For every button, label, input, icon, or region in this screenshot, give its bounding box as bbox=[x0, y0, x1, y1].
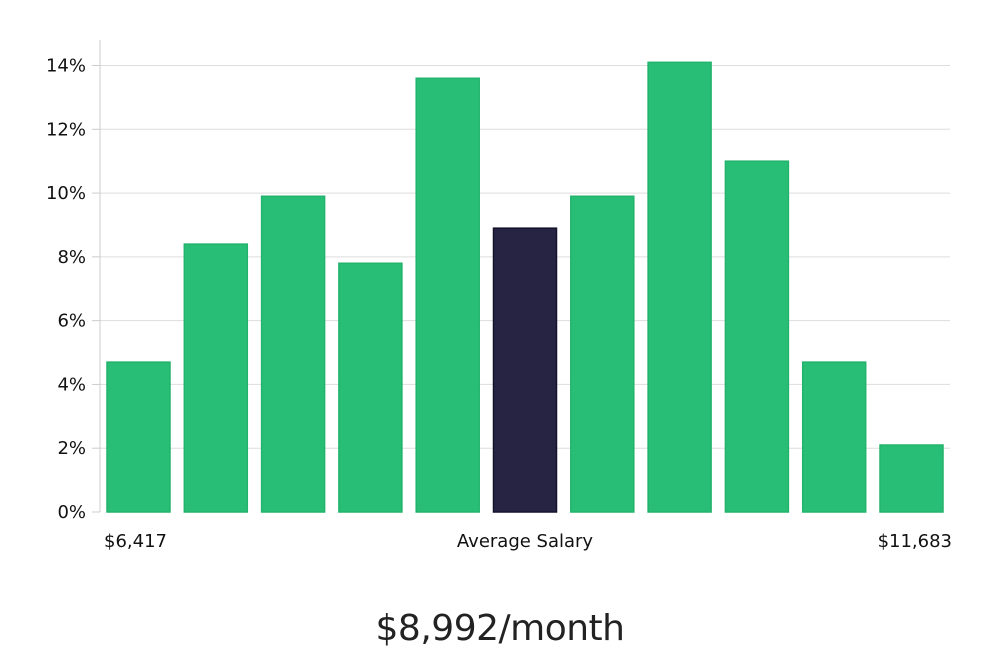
y-tick-label: 10% bbox=[46, 183, 86, 204]
y-tick-label: 12% bbox=[46, 119, 86, 140]
bar bbox=[801, 361, 867, 513]
y-tick-label: 2% bbox=[57, 438, 86, 459]
y-tick-label: 4% bbox=[57, 374, 86, 395]
bar bbox=[106, 361, 171, 513]
bar bbox=[879, 444, 944, 513]
bar bbox=[415, 77, 480, 513]
y-tick-labels: 0% 2% 4% 6% 8% 10% 12% 14% bbox=[46, 56, 100, 523]
bar-average-highlight bbox=[492, 227, 558, 513]
bar bbox=[570, 195, 635, 513]
bars bbox=[106, 61, 944, 513]
bar bbox=[338, 262, 403, 513]
bar bbox=[724, 160, 790, 513]
salary-histogram-chart: 0% 2% 4% 6% 8% 10% 12% 14% $6,417 Average Salar… bbox=[46, 40, 952, 552]
y-tick-label: 8% bbox=[57, 247, 86, 268]
average-salary-headline: $8,992/month bbox=[375, 608, 625, 649]
y-tick-label: 6% bbox=[57, 311, 86, 332]
x-max-label: $11,683 bbox=[878, 531, 952, 552]
bar bbox=[260, 195, 326, 513]
x-axis-title: Average Salary bbox=[457, 531, 594, 552]
x-min-label: $6,417 bbox=[104, 531, 167, 552]
y-tick-label: 0% bbox=[57, 502, 86, 523]
bar bbox=[183, 243, 249, 513]
bar bbox=[647, 61, 712, 513]
y-tick-label: 14% bbox=[46, 56, 86, 77]
